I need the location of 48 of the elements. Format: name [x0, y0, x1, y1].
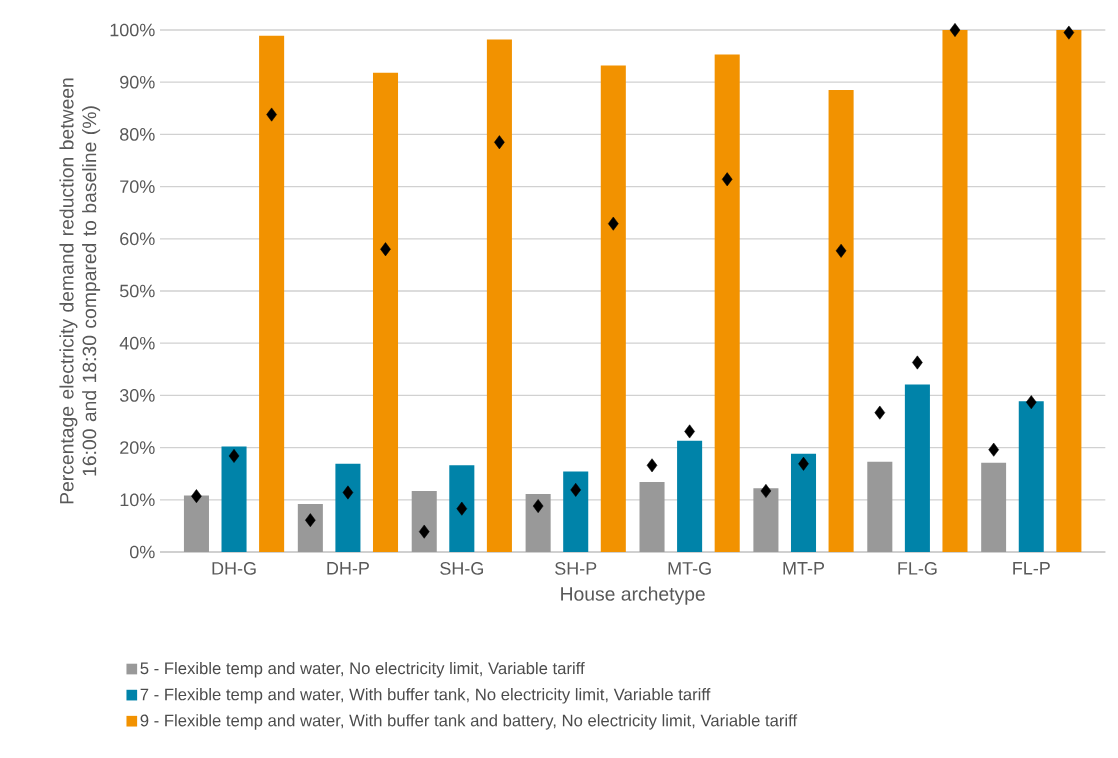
- bar: [183, 495, 209, 552]
- y-tick-label: 100%: [110, 23, 155, 37]
- bar: [372, 72, 399, 552]
- y-tick-label: 40%: [119, 336, 155, 350]
- x-tick-label: MT-G: [668, 562, 711, 575]
- bar: [753, 488, 779, 552]
- bar: [525, 494, 551, 552]
- y-tick-label: 0%: [129, 545, 155, 559]
- bar: [639, 482, 665, 552]
- bar: [486, 39, 512, 552]
- y-tick-label: 20%: [120, 441, 155, 454]
- bar: [981, 462, 1007, 552]
- bar: [563, 471, 589, 552]
- y-tick-label: 70%: [120, 180, 155, 193]
- bar: [297, 503, 323, 552]
- x-tick-label: DH-P: [327, 562, 369, 575]
- legend-label: 9 - Flexible temp and water, With buffer tank and battery, No electricity limit, Variable tariff: [140, 714, 798, 730]
- y-tick-label: 60%: [120, 232, 155, 246]
- x-tick-label: SH-G: [440, 562, 483, 575]
- bar: [677, 440, 703, 552]
- x-tick-label: DH-G: [212, 562, 256, 575]
- y-tick-label: 80%: [120, 128, 155, 141]
- x-tick-label: FL-P: [1013, 562, 1050, 575]
- y-tick-label: 30%: [119, 389, 155, 402]
- y-axis-title: Percentage electricity demand reduction between 16:00 and 18:30 compared to baseline (%): [59, 78, 101, 504]
- y-tick-label: 10%: [120, 493, 155, 507]
- x-tick-label: SH-P: [555, 562, 597, 575]
- y-tick-label: 90%: [120, 75, 155, 89]
- bar: [1018, 401, 1044, 552]
- bar: [1056, 30, 1082, 552]
- bar: [828, 90, 854, 552]
- x-axis-title: House archetype: [561, 586, 705, 605]
- legend-label: 7 - Flexible temp and water, With buffer tank, No electricity limit, Variable tariff: [140, 688, 711, 704]
- bar: [411, 490, 437, 552]
- x-tick-label: FL-G: [898, 562, 937, 575]
- bar: [221, 446, 247, 552]
- bar: [449, 465, 475, 552]
- x-tick-label: MT-P: [783, 562, 825, 575]
- bar: [867, 461, 893, 552]
- legend-label: 5 - Flexible temp and water, No electricity limit, Variable tariff: [140, 661, 585, 678]
- bar: [942, 30, 968, 552]
- bar: [904, 384, 930, 552]
- y-tick-label: 50%: [119, 284, 155, 298]
- bar: [790, 453, 817, 552]
- bar: [335, 463, 361, 552]
- bar: [600, 65, 626, 552]
- bar: [714, 54, 740, 552]
- bar: [259, 35, 285, 552]
